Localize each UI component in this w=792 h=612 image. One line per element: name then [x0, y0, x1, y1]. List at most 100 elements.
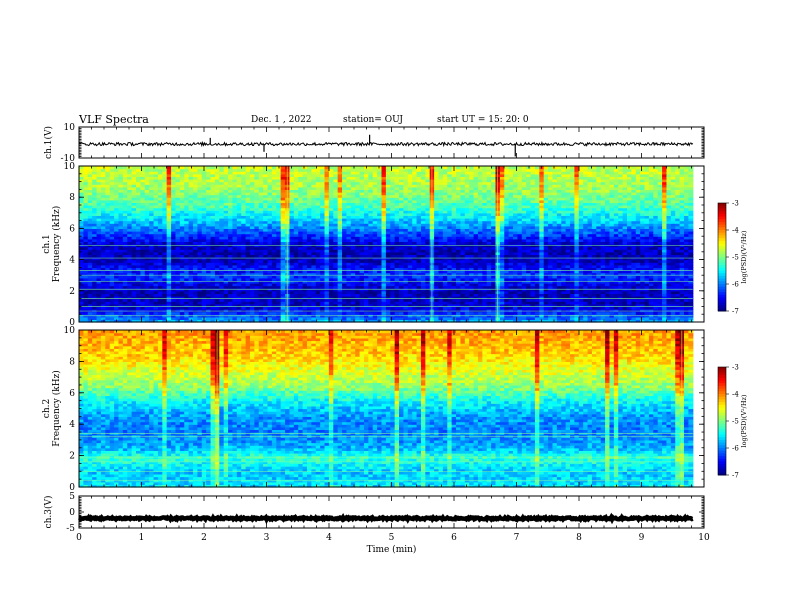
colorbar-swatch	[718, 254, 726, 258]
colorbar-swatch	[718, 302, 726, 307]
colorbar-swatch	[718, 448, 726, 452]
y-ticks-ch1-spectrogram	[79, 165, 704, 323]
date-label: Dec. 1 , 2022	[251, 115, 312, 125]
colorbar-swatch	[718, 399, 726, 403]
plot-title: VLF Spectra	[79, 113, 149, 126]
colorbar-swatch	[718, 243, 726, 247]
colorbar-swatch	[718, 219, 726, 223]
colorbar-swatch	[718, 391, 726, 395]
colorbar-swatch	[718, 208, 726, 212]
y-tick-label: 10	[64, 123, 76, 133]
colorbar-swatch	[718, 464, 726, 468]
colorbar-swatch	[718, 453, 726, 457]
colorbar-swatch	[718, 380, 726, 384]
x-tick-label: 6	[451, 533, 457, 543]
colorbar-swatch	[718, 246, 726, 250]
waveform-ch3-waveform	[77, 512, 694, 525]
x-ticks-ch1-waveform	[78, 127, 705, 158]
x-ticks-ch2-spectrogram	[78, 330, 705, 487]
colorbar-tick-label: -3	[732, 200, 739, 208]
colorbar-swatch	[718, 297, 726, 301]
colorbar-swatch	[718, 383, 726, 387]
x-tick-label: 10	[698, 533, 710, 543]
colorbar-swatch	[718, 227, 726, 231]
y-tick-label: 10	[64, 162, 76, 172]
colorbar-swatch	[718, 385, 726, 390]
colorbar-swatch	[718, 232, 726, 236]
x-tick-label: 4	[326, 533, 332, 543]
colorbar-swatch	[718, 396, 726, 400]
colorbar-swatch	[718, 259, 726, 263]
colorbar-swatch	[718, 450, 726, 454]
colorbar-swatch	[718, 224, 726, 228]
colorbar-swatch	[718, 221, 726, 226]
colorbar-swatch	[718, 305, 726, 309]
spectrogram-ch2-spectrogram	[79, 330, 694, 488]
y-tick-label: 2	[69, 287, 75, 297]
colorbar-swatch	[718, 402, 726, 406]
colorbar-swatch	[718, 415, 726, 419]
y-tick-label: -10	[61, 154, 76, 164]
x-tick-label: 2	[201, 533, 207, 543]
colorbar-swatch	[718, 273, 726, 277]
colorbar-label: log(PSD)(V²/Hz)	[740, 230, 748, 283]
tone-lines-ch2-spectrogram	[79, 330, 693, 487]
y-ticks-ch3-waveform	[79, 495, 704, 529]
colorbar-swatch	[718, 308, 726, 312]
colorbar-tick-label: -3	[732, 364, 739, 372]
colorbar-swatch	[718, 423, 726, 427]
colorbar-swatch	[718, 445, 726, 449]
colorbar-swatch	[718, 230, 726, 234]
colorbar-swatch	[718, 456, 726, 460]
y-tick-label: 8	[69, 357, 75, 367]
y-axis-label-channel: ch.1	[42, 234, 52, 253]
colorbar-swatch	[718, 429, 726, 433]
x-tick-label: 8	[576, 533, 582, 543]
colorbar-swatch	[718, 472, 726, 476]
x-axis-label: Time (min)	[367, 544, 417, 555]
y-tick-label: 0	[69, 483, 75, 493]
colorbar-swatch	[718, 265, 726, 269]
colorbar-tick-label: -6	[732, 445, 739, 453]
colorbar-swatch	[718, 407, 726, 411]
colorbar-swatch	[718, 375, 726, 379]
colorbar-swatch	[718, 458, 726, 462]
colorbar-swatch	[718, 404, 726, 408]
spectrogram-ch1-spectrogram	[79, 166, 694, 323]
colorbar-swatch	[718, 461, 726, 465]
colorbar-tick-label: -7	[732, 472, 739, 480]
tone-lines-ch1-spectrogram	[79, 166, 693, 322]
colorbar-swatch	[718, 431, 726, 435]
y-tick-label: 6	[69, 224, 75, 234]
colorbar-swatch	[718, 369, 726, 373]
y-tick-label: 2	[69, 452, 75, 462]
colorbar-tick-label: -7	[732, 308, 739, 316]
y-axis-label: ch.3(V)	[43, 496, 54, 529]
x-tick-label: 3	[264, 533, 270, 543]
colorbar-swatch	[718, 213, 726, 217]
y-tick-label: 4	[69, 256, 75, 266]
colorbar-label: log(PSD)(V²/Hz)	[740, 394, 748, 447]
colorbar-swatch	[718, 410, 726, 414]
colorbar-swatch	[718, 439, 726, 444]
colorbar-swatch	[718, 418, 726, 422]
colorbar-tick-label: -4	[732, 391, 739, 399]
y-tick-label: 8	[69, 193, 75, 203]
colorbar-swatch	[718, 289, 726, 293]
x-ticks-ch1-spectrogram	[78, 166, 705, 322]
colorbar-swatch	[718, 437, 726, 441]
colorbar-swatch	[718, 300, 726, 304]
colorbar-swatch	[718, 469, 726, 473]
y-axis-label-channel: ch.2	[42, 399, 52, 418]
colorbar-swatch	[718, 442, 726, 446]
x-tick-label: 9	[639, 533, 645, 543]
colorbar-swatch	[718, 394, 726, 398]
colorbar-swatch	[718, 286, 726, 290]
colorbar-swatch	[718, 251, 726, 255]
colorbar-swatch	[718, 211, 726, 215]
y-axis-label: Frequency (kHz)	[51, 370, 62, 447]
colorbar-swatch	[718, 292, 726, 296]
x-tick-label: 5	[389, 533, 395, 543]
colorbar-swatch	[718, 278, 726, 282]
